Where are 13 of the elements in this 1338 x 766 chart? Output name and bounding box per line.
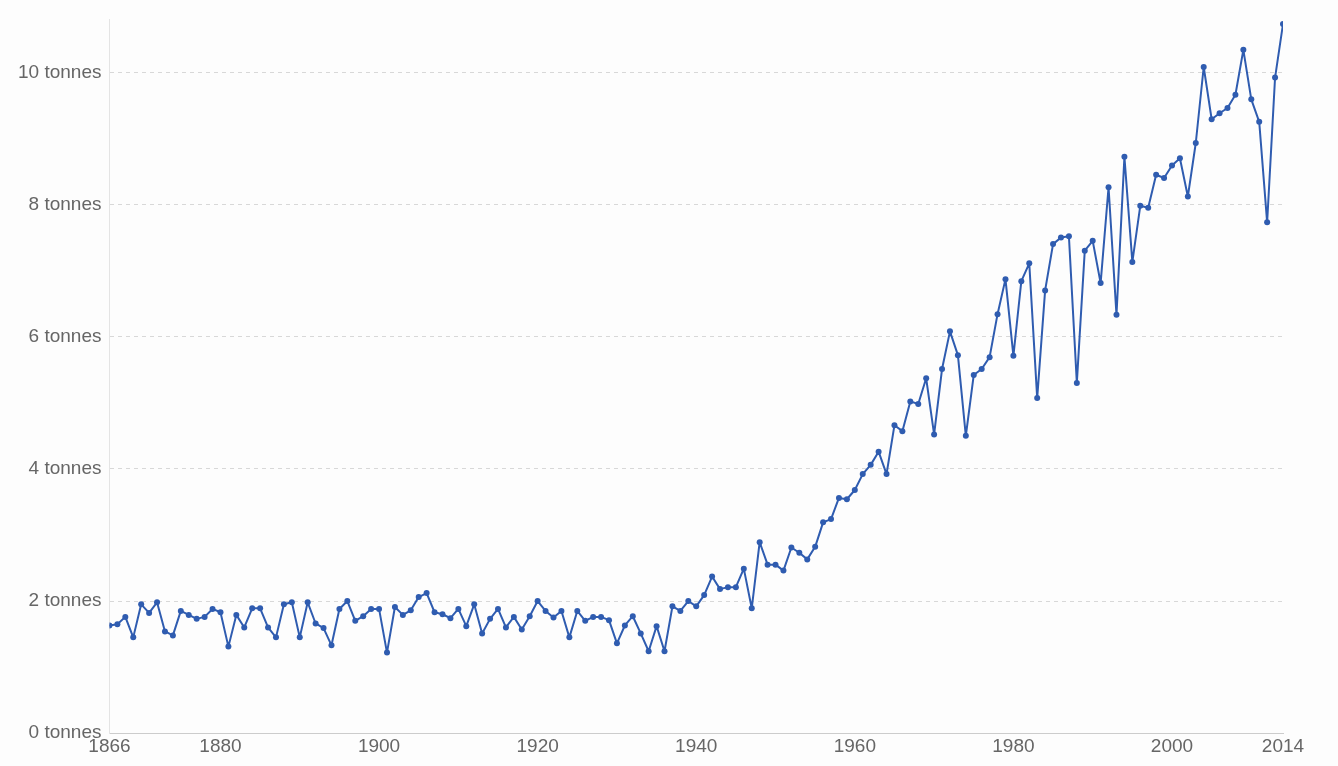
x-tick-label: 1880 [199, 734, 242, 756]
x-tick-label: 2014 [1261, 734, 1305, 756]
y-tick-label: 4 tonnes [28, 457, 102, 479]
x-tick-label: 1920 [516, 734, 559, 756]
y-tick-label: 10 tonnes [17, 60, 102, 82]
y-tick-label: 2 tonnes [28, 589, 102, 611]
x-tick-label: 2000 [1150, 734, 1194, 756]
y-tick-label: 6 tonnes [28, 324, 102, 346]
x-tick-label: 1980 [992, 734, 1035, 756]
y-tick-label: 8 tonnes [28, 192, 102, 214]
x-tick-label: 1960 [833, 734, 876, 756]
x-tick-label: 1900 [357, 734, 401, 756]
x-tick-label: 1940 [675, 734, 718, 756]
